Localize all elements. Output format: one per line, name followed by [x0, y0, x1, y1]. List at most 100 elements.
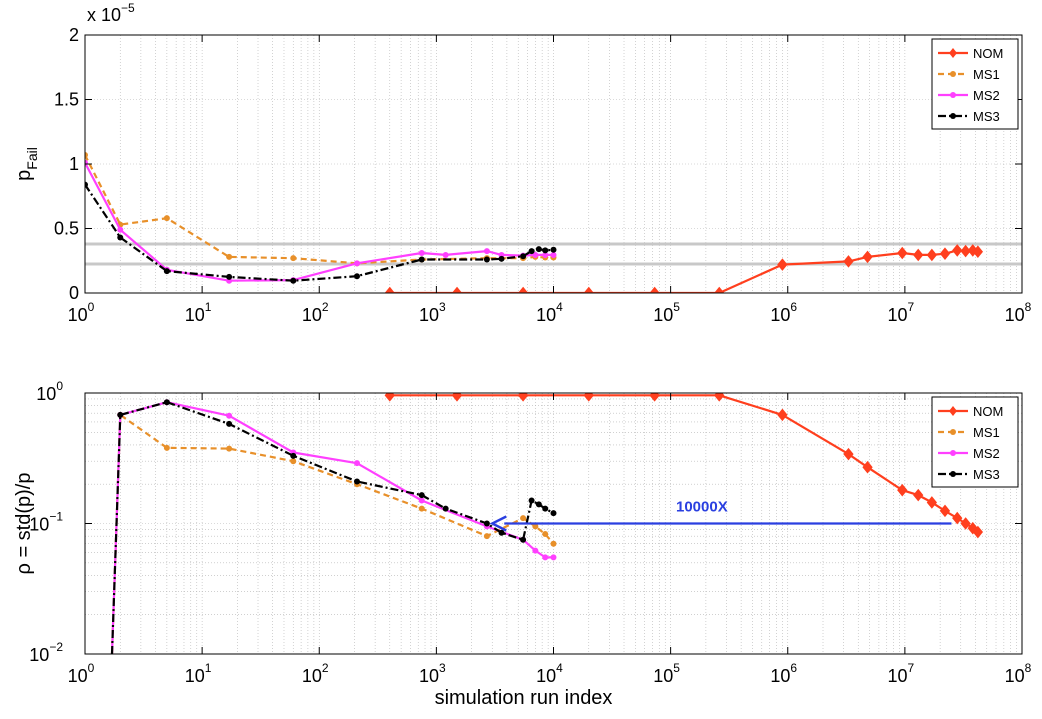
data-point-ms3 [542, 505, 549, 512]
data-point-ms3 [290, 452, 297, 459]
x-tick-label: 108 [1005, 300, 1032, 325]
data-point-nom [777, 408, 788, 422]
data-point-nom [897, 483, 908, 497]
legend-marker [950, 113, 956, 119]
data-point-ms3 [483, 520, 490, 527]
data-point-nom [952, 511, 963, 525]
series-group [85, 151, 984, 293]
data-point-nom [843, 447, 854, 461]
data-point-nom [583, 286, 594, 293]
data-point-nom [714, 393, 725, 402]
annotation-label: 10000X [676, 499, 728, 516]
x-tick-label: 102 [302, 300, 329, 325]
data-point-ms1 [483, 533, 490, 540]
data-point-ms3 [117, 411, 124, 418]
data-point-nom [649, 286, 660, 293]
data-point-ms1 [532, 523, 539, 530]
x-tick-label: 106 [770, 661, 797, 686]
y-tick-label: 10−2 [29, 640, 63, 665]
data-point-ms2 [418, 497, 425, 504]
data-point-nom [926, 248, 938, 262]
data-point-ms2 [550, 554, 557, 561]
legend-label-ms1: MS1 [973, 425, 1000, 440]
data-point-ms2 [353, 460, 360, 467]
data-point-ms3 [528, 248, 535, 255]
data-point-nom [960, 244, 971, 258]
data-point-ms3 [520, 253, 527, 260]
legend-label-ms2: MS2 [973, 446, 1000, 461]
data-point-nom [939, 247, 951, 260]
legend-label-ms3: MS3 [973, 467, 1000, 482]
data-point-nom [451, 286, 463, 293]
y-axis-label: pFail [13, 147, 40, 181]
x-tick-label: 107 [888, 300, 915, 325]
data-point-ms3 [442, 505, 449, 512]
data-point-nom [862, 460, 873, 474]
data-point-ms2 [442, 251, 449, 258]
data-point-ms3 [85, 181, 88, 188]
legend-marker [950, 92, 956, 98]
data-point-ms1 [290, 458, 297, 465]
y-axis-multiplier: x 10−5 [87, 1, 135, 25]
data-point-nom [913, 248, 924, 262]
y-tick-label: 1 [69, 154, 79, 174]
data-point-nom [897, 246, 908, 260]
x-tick-label: 100 [68, 300, 95, 325]
data-point-nom [777, 258, 788, 271]
legend-label-nom: NOM [973, 46, 1003, 61]
x-tick-label: 102 [302, 661, 329, 686]
legend-label-ms1: MS1 [973, 67, 1000, 82]
legend-label-nom: NOM [973, 404, 1003, 419]
data-point-ms3 [418, 256, 425, 263]
y-tick-label: 0.5 [54, 219, 79, 239]
data-point-ms1 [85, 151, 88, 158]
data-point-ms3 [520, 536, 527, 543]
y-tick-label: 0 [69, 283, 79, 303]
data-point-ms2 [226, 412, 233, 419]
x-tick-label: 104 [536, 661, 563, 686]
series-group [110, 393, 984, 654]
x-tick-label: 107 [888, 661, 915, 686]
data-point-ms3 [528, 497, 535, 504]
data-point-nom [913, 488, 924, 502]
x-tick-label: 100 [68, 661, 95, 686]
legend-label-ms3: MS3 [973, 109, 1000, 124]
data-point-ms3 [353, 273, 360, 280]
x-tick-label: 104 [536, 300, 563, 325]
data-point-ms3 [498, 529, 505, 536]
x-tick-label: 103 [419, 300, 446, 325]
data-point-ms1 [290, 255, 297, 262]
data-point-ms3 [535, 246, 542, 253]
data-point-ms3 [163, 268, 170, 275]
data-point-ms3 [483, 256, 490, 263]
data-point-nom [649, 393, 660, 402]
data-point-nom [843, 255, 854, 268]
x-axis-label: simulation run index [435, 687, 613, 709]
data-point-ms3 [290, 277, 297, 284]
legend-label-ms2: MS2 [973, 88, 1000, 103]
data-point-ms2 [353, 260, 360, 267]
y-tick-label: 100 [36, 379, 63, 404]
data-point-ms2 [418, 250, 425, 257]
data-point-ms2 [532, 251, 539, 258]
data-point-ms1 [542, 531, 549, 538]
data-point-nom [972, 525, 984, 539]
legend-marker [949, 406, 957, 416]
data-point-nom [972, 245, 984, 259]
legend-marker [950, 71, 956, 77]
data-point-ms3 [163, 399, 170, 406]
data-point-ms3 [226, 420, 233, 427]
data-point-ms1 [163, 215, 170, 222]
x-tick-label: 101 [185, 661, 212, 686]
data-point-ms2 [117, 226, 124, 233]
y-tick-label: 2 [69, 25, 79, 45]
x-tick-label: 108 [1005, 661, 1032, 686]
data-point-ms3 [226, 273, 233, 280]
data-point-ms3 [117, 234, 124, 241]
data-point-ms1 [418, 505, 425, 512]
data-point-ms1 [226, 445, 233, 452]
chart-panel-2: 10000X 100 101 102 103 104 105 106 107 108 10−2 10−… [13, 379, 1032, 709]
data-point-ms3 [550, 510, 557, 517]
data-point-ms1 [226, 253, 233, 260]
